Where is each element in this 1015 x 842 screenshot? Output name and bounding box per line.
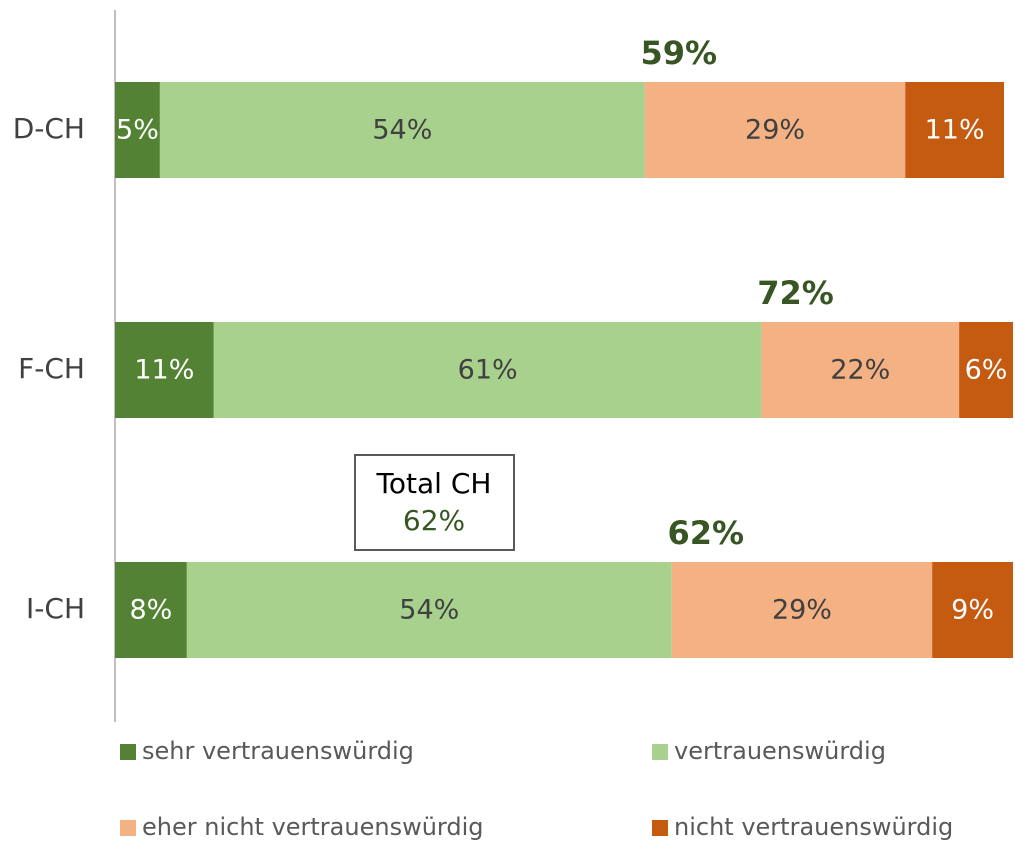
value-label: 11% [134,355,194,386]
bar-segment [115,322,214,418]
value-label: 22% [830,355,890,386]
value-label: 6% [965,355,1008,386]
category-label: I-CH [26,592,85,625]
bar-segment [115,82,160,178]
legend-swatch [120,744,136,760]
value-label: 8% [129,595,172,626]
legend-swatch [652,820,668,836]
bar-segment [959,322,1013,418]
bar-segment [644,82,906,178]
legend-label: eher nicht vertrauenswürdig [142,813,484,841]
legend-label: vertrauenswürdig [674,737,886,765]
bar-segment [671,562,933,658]
legend-label: sehr vertrauenswürdig [142,737,414,765]
legend-label: nicht vertrauenswürdig [674,813,953,841]
value-label: 61% [458,355,518,386]
value-label: 29% [745,115,805,146]
total-annotation: 59% [641,34,718,72]
total-box [354,454,515,551]
bar-segment [213,322,762,418]
total-box-title: Total CH [376,467,492,500]
category-label: D-CH [13,112,85,145]
value-label: 54% [399,595,459,626]
total-box-value: 62% [403,504,465,537]
bar-segment [905,82,1005,178]
bar-segment [159,82,645,178]
value-label: 29% [772,595,832,626]
bar-segment [115,562,187,658]
total-annotation: 72% [757,274,834,312]
value-label: 9% [951,595,994,626]
value-label: 11% [925,115,985,146]
value-label: 5% [116,115,159,146]
category-label: F-CH [18,352,85,385]
bar-segment [186,562,672,658]
total-annotation: 62% [667,514,744,552]
bar-segment [761,322,960,418]
legend-swatch [652,744,668,760]
value-label: 54% [372,115,432,146]
bar-segment [932,562,1013,658]
legend-swatch [120,820,136,836]
